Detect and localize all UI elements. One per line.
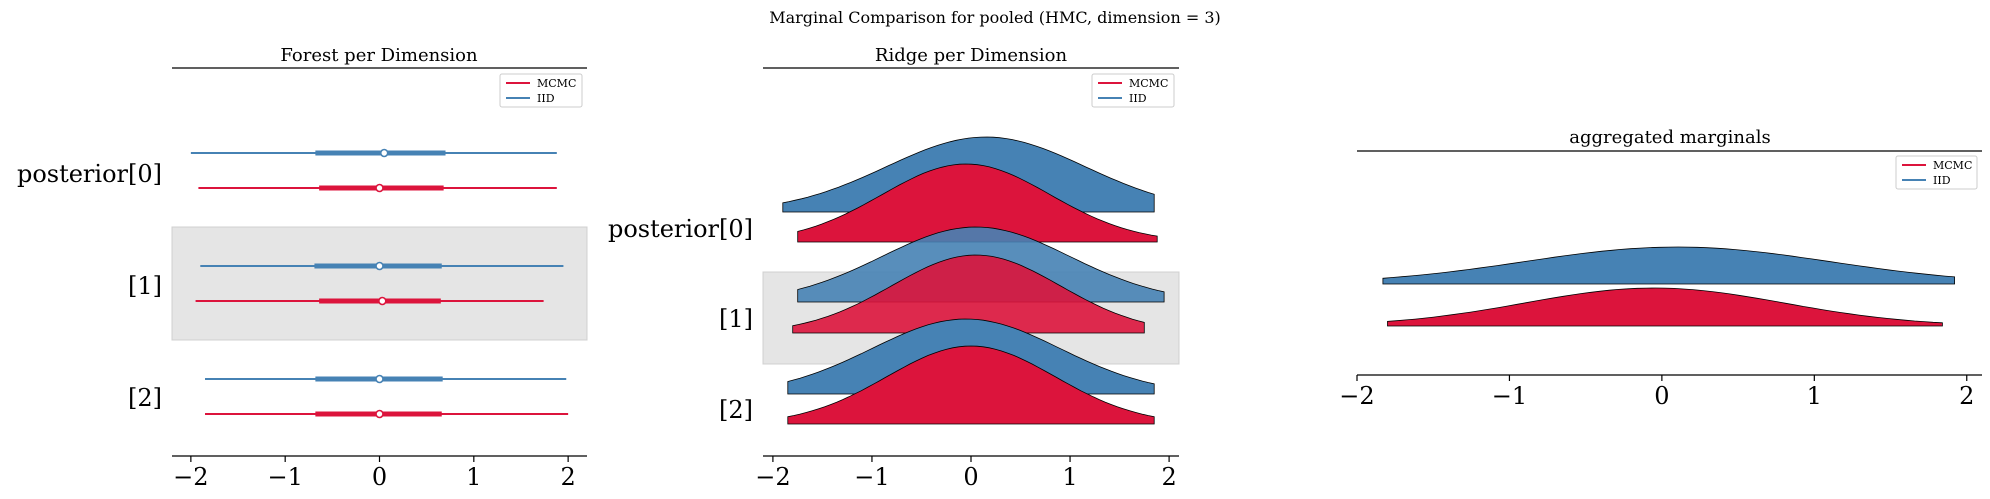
ridge-density-mcmc [792,254,1145,334]
ridge-legend-iid: IID [1129,92,1147,105]
aggregated-xtick-label: 1 [1807,382,1822,410]
forest-legend-iid: IID [537,92,555,105]
forest-median-point [375,409,384,419]
forest-ylabel-1: [1] [128,272,162,300]
ridge-ylabel-1: [1] [719,305,753,333]
ridge-xtick-label: −1 [854,463,889,491]
forest-median-point [378,296,387,306]
aggregated-xtick-label: 0 [1654,382,1669,410]
aggregated-legend-iid: IID [1933,174,1951,187]
ridge-xtick-label: −2 [755,463,790,491]
forest-band-row-1 [171,226,588,341]
aggregated-title: aggregated marginals [1569,127,1770,148]
ridge-legend: MCMC IID [1091,73,1175,108]
forest-ylabel-2: [2] [128,384,162,412]
forest-median-point [375,261,384,271]
forest-xtick-label: −1 [267,463,302,491]
aggregated-xtick-label: −1 [1492,382,1527,410]
forest-ylabel-0: posterior[0] [17,160,162,188]
aggregated-density-iid [1382,246,1955,285]
ridge-legend-mcmc: MCMC [1129,77,1168,90]
forest-xtick-label: 1 [466,463,481,491]
ridge-xtick-label: 2 [1161,463,1176,491]
aggregated-density-mcmc [1387,287,1943,327]
ridge-ylabel-2: [2] [719,396,753,424]
ridge-xtick-label: 1 [1062,463,1077,491]
forest-median-point [375,183,384,193]
forest-title: Forest per Dimension [280,45,478,66]
forest-xtick-label: 0 [372,463,387,491]
aggregated-legend-mcmc: MCMC [1933,159,1972,172]
forest-xtick-label: 2 [560,463,575,491]
aggregated-legend: MCMC IID [1895,155,1978,190]
forest-legend: MCMC IID [499,73,583,108]
ridge-xtick-label: 0 [963,463,978,491]
ridge-ylabel-0: posterior[0] [608,215,753,243]
forest-median-point [375,374,384,384]
ridge-density-mcmc [797,163,1158,243]
forest-panel: Forest per Dimension posterior[0] [1] [2… [17,45,588,491]
aggregated-xtick-label: −2 [1339,382,1374,410]
figure-suptitle: Marginal Comparison for pooled (HMC, dim… [769,8,1221,27]
aggregated-xtick-label: 2 [1959,382,1974,410]
ridge-panel: Ridge per Dimension posterior[0] [1] [2]… [608,45,1180,491]
aggregated-panel: aggregated marginals −2 −1 0 1 2 MCMC IID [1339,127,1982,410]
forest-xtick-label: −2 [173,463,208,491]
ridge-density-mcmc [787,345,1155,425]
forest-legend-mcmc: MCMC [537,77,576,90]
forest-median-point [379,148,389,158]
ridge-title: Ridge per Dimension [875,45,1068,66]
